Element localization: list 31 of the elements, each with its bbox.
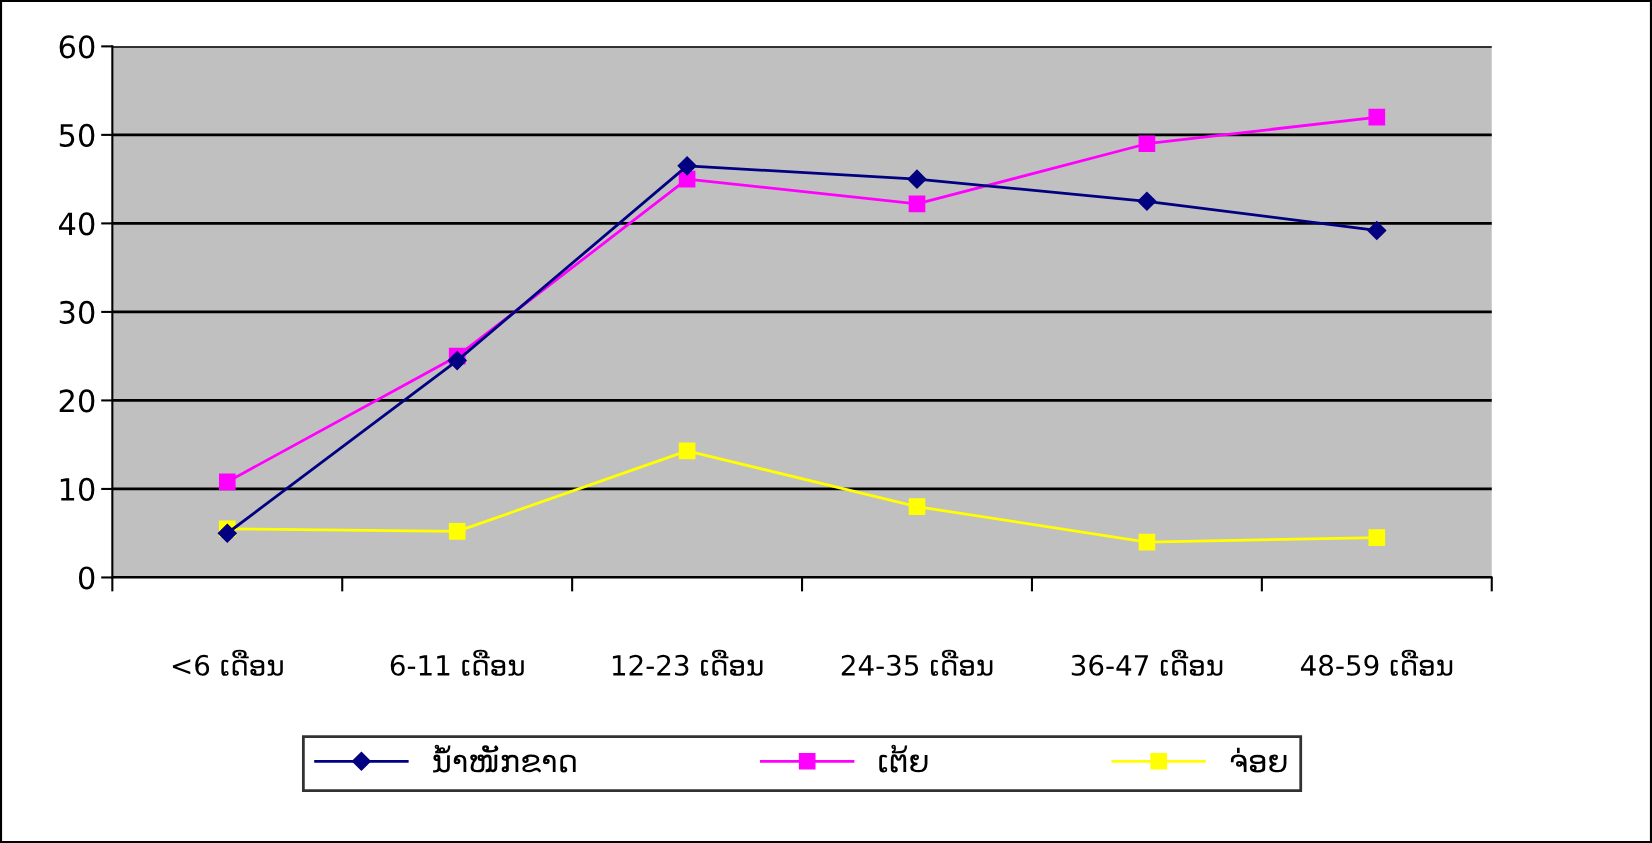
point [907, 169, 927, 189]
point [1138, 135, 1156, 153]
point [1138, 533, 1156, 551]
point [218, 473, 236, 491]
y-tick-label: 50 [59, 123, 95, 147]
point [678, 442, 696, 460]
x-tick-label: <6 ເດືອນ [172, 649, 283, 676]
x-tick-label: 36-47 ເດືອນ [1071, 649, 1223, 676]
legend-label: ນ້ຳໜັກຂາດ [433, 744, 576, 773]
y-tick-label: 40 [58, 212, 95, 236]
x-tick-label: 24-35 ເດືອນ [841, 649, 993, 676]
point [448, 523, 466, 540]
legend-label: ຈ່ອຍ [1230, 747, 1287, 773]
x-tick-label: 6-11 ເດືອນ [390, 649, 524, 676]
point [908, 498, 926, 515]
point [677, 156, 697, 176]
legend-label: ເຕ້ຍ [879, 744, 928, 773]
point [217, 523, 237, 543]
point [447, 351, 467, 371]
point [1367, 220, 1387, 241]
point [1137, 191, 1157, 211]
y-tick-label: 60 [59, 35, 95, 59]
y-tick-label: 20 [59, 389, 95, 413]
y-tick-label: 10 [60, 477, 95, 501]
y-tick-label: 0 [78, 566, 95, 590]
point [1368, 529, 1386, 546]
point [908, 195, 926, 213]
x-tick-label: 12-23 ເດືອນ [612, 649, 763, 676]
point [1368, 108, 1386, 126]
x-tick-label: 48-59 ເດືອນ [1300, 649, 1453, 676]
y-tick-label: 30 [59, 300, 95, 324]
